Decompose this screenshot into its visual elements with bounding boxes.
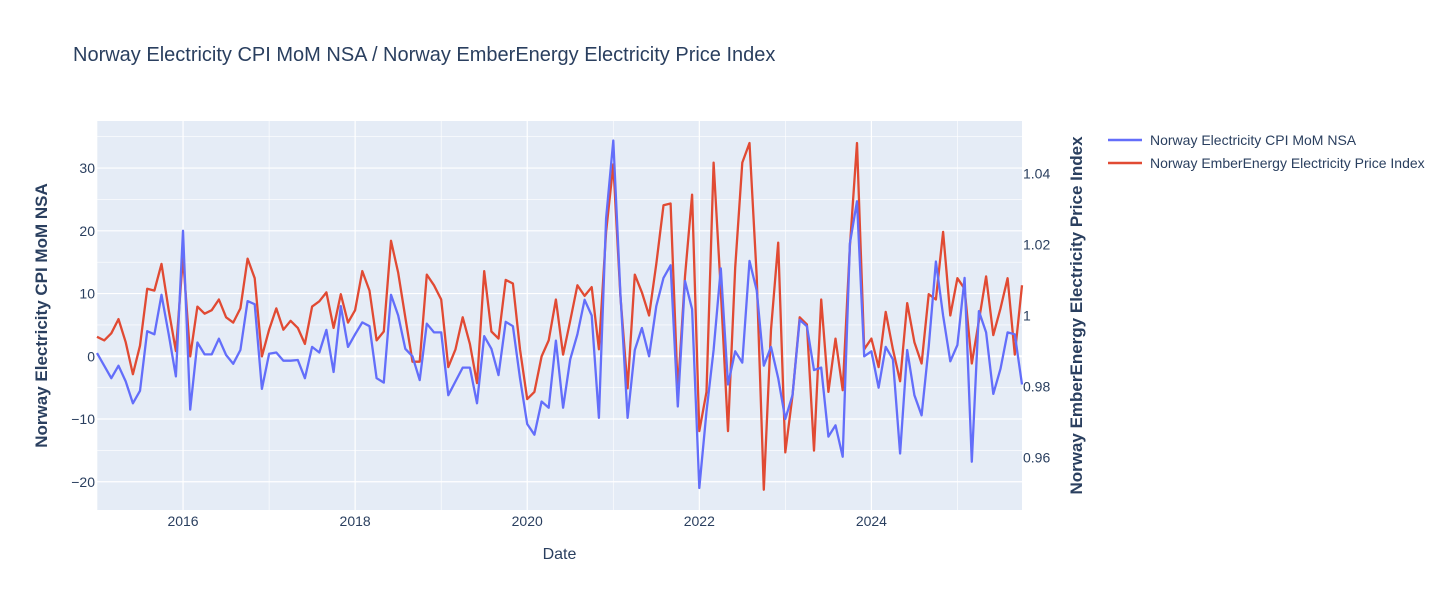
y-tick-label: −20 — [71, 474, 95, 490]
legend-item-ember[interactable]: Norway EmberEnergy Electricity Price Ind… — [1108, 155, 1425, 171]
y-tick-label: 10 — [79, 286, 95, 302]
y2-axis-label: Norway EmberEnergy Electricity Price Ind… — [1067, 136, 1086, 495]
chart-title: Norway Electricity CPI MoM NSA / Norway … — [73, 44, 775, 66]
legend-item-cpi[interactable]: Norway Electricity CPI MoM NSA — [1108, 132, 1357, 148]
legend[interactable]: Norway Electricity CPI MoM NSA Norway Em… — [1108, 132, 1425, 171]
legend-label-cpi: Norway Electricity CPI MoM NSA — [1150, 132, 1357, 148]
legend-label-ember: Norway EmberEnergy Electricity Price Ind… — [1150, 155, 1425, 171]
y-tick-label: −10 — [71, 411, 95, 427]
series-line-ember — [96, 141, 1024, 491]
y2-tick-label: 0.98 — [1023, 379, 1050, 395]
y2-tick-label: 0.96 — [1023, 450, 1050, 466]
y2-tick-label: 1.04 — [1023, 165, 1050, 181]
y-tick-label: 20 — [79, 223, 95, 239]
x-tick-label: 2024 — [856, 513, 887, 529]
y-tick-label: 30 — [79, 160, 95, 176]
x-axis-label: Date — [543, 546, 577, 563]
y-axis-label: Norway Electricity CPI MoM NSA — [32, 183, 51, 448]
grid-lines — [96, 121, 1022, 510]
x-tick-label: 2018 — [340, 513, 371, 529]
y-axis-ticks: −20 −10 0 10 20 30 — [71, 160, 95, 490]
y2-tick-label: 1.02 — [1023, 236, 1050, 252]
x-axis-ticks: 2016 2018 2020 2022 2024 — [167, 513, 887, 529]
y2-axis-ticks: 0.96 0.98 1 1.02 1.04 — [1023, 165, 1050, 465]
y2-tick-label: 1 — [1023, 308, 1031, 324]
x-tick-label: 2016 — [167, 513, 198, 529]
x-tick-label: 2020 — [512, 513, 543, 529]
plot-area — [97, 121, 1022, 510]
series-line-cpi — [96, 139, 1024, 490]
series-lines — [96, 139, 1024, 491]
x-tick-label: 2022 — [684, 513, 715, 529]
y-tick-label: 0 — [87, 348, 95, 364]
